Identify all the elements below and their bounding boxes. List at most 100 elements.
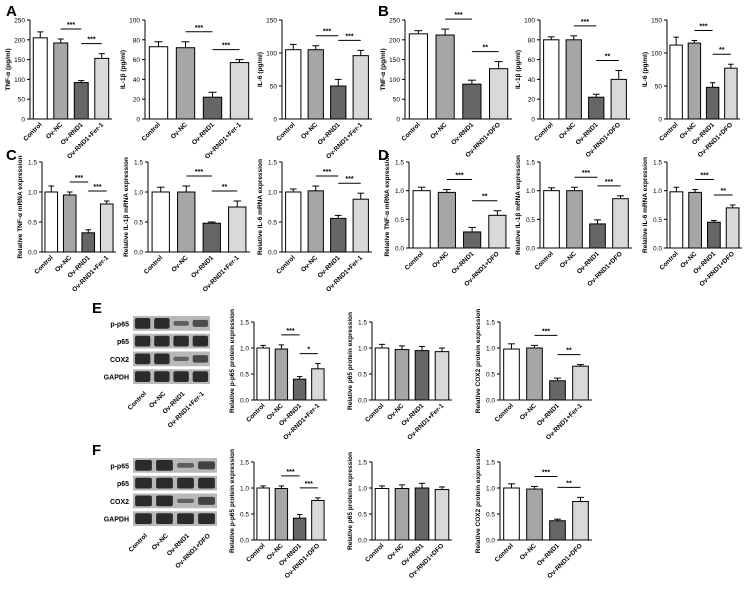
- significance-label: ***: [305, 481, 313, 488]
- significance-label: ***: [700, 173, 708, 180]
- blot-band: [177, 513, 194, 524]
- x-tick-label: Control: [364, 542, 385, 563]
- y-tick-label: 1.0: [486, 486, 495, 493]
- y-tick-label: 0: [658, 117, 662, 124]
- chart-A-0: 0 50 100 150 200 250 TNF-α (pg/ml) Control Ov-NC…: [5, 18, 112, 161]
- bar: [81, 232, 96, 253]
- y-tick-label: 1.5: [240, 460, 249, 467]
- y-tick-label: 0: [273, 117, 277, 124]
- y-tick-label: 0.5: [395, 217, 404, 224]
- bar: [687, 42, 702, 120]
- chart-E-12: 0.0 0.5 1.0 1.5 Relative p-p65 protein expre…: [229, 309, 327, 442]
- blot-strip: [133, 475, 217, 491]
- y-tick-label: 150: [266, 18, 277, 25]
- x-tick-label: Control: [33, 254, 54, 275]
- bar: [462, 83, 482, 120]
- y-axis-label: Relative IL-1β mRNA expression: [123, 157, 130, 257]
- x-tick-label: Ov-NC: [559, 250, 578, 269]
- chart-C-7: 0.0 0.5 1.0 1.5 Relative IL-1β mRNA expressi…: [123, 157, 250, 294]
- y-tick-label: 0.5: [358, 372, 367, 379]
- significance-label: ***: [542, 328, 550, 335]
- blot-band: [154, 318, 170, 329]
- bar: [688, 191, 702, 249]
- bar: [503, 487, 520, 541]
- y-axis-label: Relative COX2 protein expression: [475, 309, 482, 413]
- y-axis-label: Relative TNF-α mRNA expression: [17, 155, 24, 258]
- significance-label: ***: [222, 43, 230, 50]
- significance-label: ***: [455, 173, 463, 180]
- bar: [99, 203, 114, 253]
- bar: [394, 349, 410, 401]
- chart-F-16: 0.0 0.5 1.0 1.5 Relative p65 protein express…: [347, 452, 452, 580]
- bar: [488, 214, 507, 249]
- blot-row-label: p65: [117, 339, 129, 346]
- significance-label: ***: [345, 176, 353, 183]
- y-tick-label: 200: [14, 37, 25, 44]
- x-tick-label: Ov-RND1+Fer-1: [406, 402, 445, 441]
- bar: [434, 489, 450, 541]
- chart-D-10: 0.0 0.5 1.0 1.5 Relative IL-1β mRNA expressi…: [515, 155, 632, 288]
- chart-B-3: 0 50 100 150 200 250 TNF-α (pg/ml) Control Ov-NC…: [380, 12, 512, 159]
- y-tick-label: 1.0: [358, 486, 367, 493]
- y-tick-label: 80: [528, 37, 536, 44]
- blot-lane-label: Control: [128, 532, 149, 553]
- y-tick-label: 50: [655, 84, 663, 91]
- y-tick-label: 1.0: [28, 190, 37, 197]
- bar: [503, 348, 520, 401]
- bar: [148, 46, 169, 120]
- blot-band: [198, 477, 215, 489]
- y-tick-label: 1.0: [268, 190, 277, 197]
- y-axis-label: Relative p-p65 protein expression: [229, 309, 236, 413]
- bar: [202, 222, 221, 253]
- y-tick-label: 0.0: [268, 250, 277, 257]
- bar: [565, 39, 582, 120]
- y-tick-label: 1.5: [486, 320, 495, 327]
- y-tick-label: 0.5: [486, 512, 495, 519]
- blot-row-label: COX2: [110, 357, 129, 364]
- blot-row-label: GAPDH: [104, 375, 129, 382]
- y-tick-label: 1.5: [358, 460, 367, 467]
- y-tick-label: 0.0: [486, 538, 495, 545]
- y-tick-label: 0.0: [240, 538, 249, 545]
- bar: [543, 39, 560, 120]
- x-tick-label: Control: [534, 250, 555, 271]
- blot-lane-label: Ov-NC: [151, 532, 170, 551]
- y-tick-label: 0.0: [526, 246, 535, 253]
- blot-band: [173, 335, 189, 347]
- y-tick-label: 100: [266, 51, 277, 58]
- blot-band: [177, 498, 194, 504]
- y-axis-label: Relative IL-6 mRNA expression: [257, 159, 264, 255]
- blot-band: [156, 477, 173, 489]
- bar: [53, 42, 69, 120]
- bar: [588, 96, 605, 120]
- bar: [612, 198, 629, 249]
- significance-label: ***: [582, 170, 590, 177]
- bar: [274, 488, 289, 541]
- chart-C-6: 0.0 0.5 1.0 1.5 Relative TNF-α mRNA expressi…: [17, 155, 116, 294]
- y-tick-label: 250: [14, 18, 25, 25]
- y-axis-label: Relative COX2 protein expression: [475, 449, 482, 553]
- bar: [435, 34, 455, 120]
- x-tick-label: Ov-NC: [519, 402, 538, 421]
- panel-letter-E: E: [92, 300, 102, 317]
- y-axis-label: IL-6 (pg/ml): [257, 52, 264, 87]
- bar: [572, 501, 589, 541]
- y-tick-label: 1.0: [653, 188, 662, 195]
- blot-band: [154, 371, 170, 382]
- significance-label: *: [307, 347, 310, 354]
- y-axis-label: Relative IL-1β mRNA expression: [515, 155, 522, 255]
- x-tick-label: Control: [141, 121, 162, 142]
- y-axis-label: Relative p65 protein expression: [347, 452, 354, 550]
- bar: [177, 191, 196, 253]
- x-tick-label: Ov-NC: [519, 542, 538, 561]
- bar: [374, 347, 390, 401]
- x-tick-label: Ov-RND1+DFO: [284, 542, 322, 580]
- blot-band: [198, 496, 215, 505]
- significance-label: ***: [542, 469, 550, 476]
- significance-label: ***: [195, 169, 203, 176]
- y-tick-label: 1.5: [395, 160, 404, 167]
- bar: [228, 206, 247, 253]
- bar: [274, 348, 289, 401]
- y-tick-label: 100: [14, 77, 25, 84]
- bar: [572, 365, 589, 401]
